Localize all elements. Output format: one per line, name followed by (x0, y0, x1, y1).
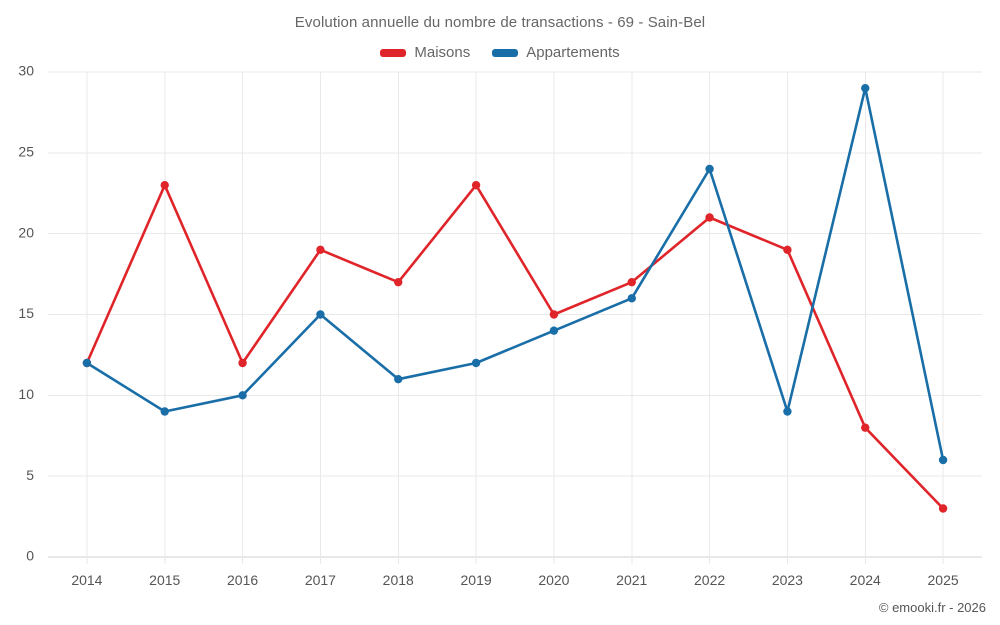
x-axis-tick-label: 2022 (694, 572, 725, 588)
x-axis-tick-label: 2015 (149, 572, 180, 588)
legend-item-appartements[interactable]: Appartements (492, 44, 620, 61)
data-series-layer (82, 83, 948, 513)
x-axis-tick-label: 2019 (461, 572, 492, 588)
legend-swatch-icon (380, 48, 407, 57)
x-axis-tick-label: 2024 (850, 572, 881, 588)
y-axis-tick-label: 25 (18, 144, 34, 160)
x-axis-tick-label: 2017 (305, 572, 336, 588)
y-axis-tick-label: 5 (26, 467, 34, 483)
data-point[interactable] (783, 407, 792, 416)
x-axis-tick-label: 2021 (616, 572, 647, 588)
data-point[interactable] (938, 504, 948, 513)
data-point[interactable] (783, 245, 792, 255)
data-point[interactable] (316, 245, 325, 255)
data-point[interactable] (627, 277, 636, 287)
data-point[interactable] (394, 374, 403, 384)
legend-item-label: Maisons (414, 44, 471, 61)
x-axis-tick-label: 2020 (538, 572, 569, 588)
gridlines (48, 71, 982, 564)
legend-swatch-icon (492, 48, 519, 57)
legend-item-label: Appartements (526, 44, 620, 61)
y-axis-tick-label: 10 (18, 386, 34, 402)
data-point[interactable] (549, 326, 559, 335)
x-axis-tick-label: 2016 (227, 572, 258, 588)
chart-legend: Maisons Appartements (0, 44, 1000, 61)
data-point[interactable] (471, 358, 481, 368)
x-axis-tick-label: 2025 (928, 572, 959, 588)
chart-title: Evolution annuelle du nombre de transact… (294, 14, 706, 31)
y-axis-tick-labels: 0 5 10 15 20 25 30 (18, 63, 34, 564)
data-point[interactable] (316, 310, 325, 319)
chart-credit-footer: © emooki.fr - 2026 (878, 600, 986, 615)
data-point[interactable] (861, 83, 870, 93)
data-point[interactable] (471, 180, 481, 190)
data-point[interactable] (938, 455, 948, 465)
x-axis-tick-label: 2014 (71, 572, 102, 588)
y-axis-tick-label: 0 (26, 548, 34, 564)
legend-item-maisons[interactable]: Maisons (380, 44, 470, 61)
x-axis-tick-labels: 2014 2015 2016 2017 2018 2019 2020 2021 2022 2023… (71, 572, 959, 588)
data-point[interactable] (82, 358, 92, 368)
x-axis-tick-label: 2023 (772, 572, 803, 588)
data-point[interactable] (238, 391, 247, 400)
series-line-appartements (85, 86, 945, 462)
data-point[interactable] (705, 213, 714, 222)
data-point[interactable] (549, 310, 559, 319)
data-point[interactable] (861, 423, 870, 432)
y-axis-tick-label: 15 (18, 305, 34, 321)
x-axis-tick-label: 2018 (383, 572, 414, 588)
data-point[interactable] (160, 407, 169, 416)
y-axis-tick-label: 20 (18, 224, 34, 240)
series-line-maisons (85, 183, 945, 510)
data-point[interactable] (160, 180, 169, 190)
data-point[interactable] (705, 164, 714, 174)
y-axis-tick-label: 30 (18, 63, 34, 79)
data-point[interactable] (627, 294, 636, 303)
data-point[interactable] (394, 277, 403, 287)
data-point[interactable] (238, 358, 247, 368)
